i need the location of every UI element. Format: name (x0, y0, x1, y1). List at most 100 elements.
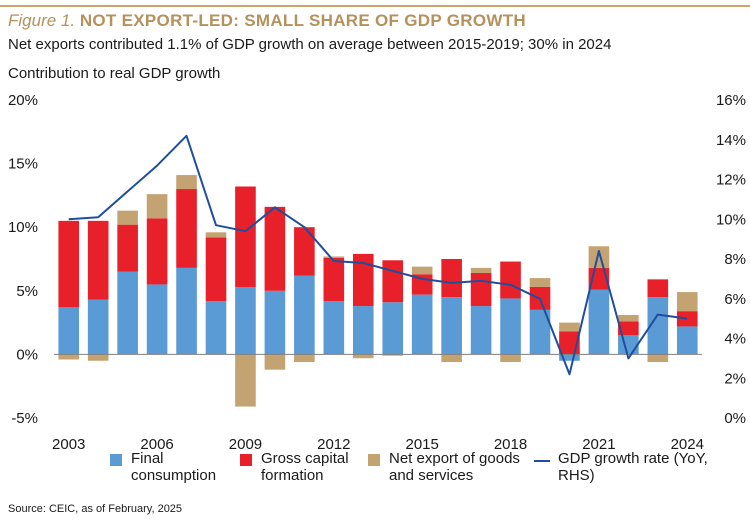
legend-item-gross-capital-formation: Gross capital formation (240, 450, 366, 484)
bar-netx-2004 (87, 354, 109, 361)
y-right-tick-label: 12% (716, 172, 746, 189)
bar-netx-2003 (58, 354, 80, 360)
bar-final-2004 (87, 299, 109, 355)
bar-final-2013 (352, 306, 374, 355)
bar-netx-2012 (323, 256, 345, 258)
bar-gcf-2014 (382, 260, 404, 303)
bar-final-2011 (294, 275, 315, 355)
y-right-tick-label: 14% (716, 132, 746, 149)
bar-final-2010 (264, 290, 286, 355)
bar-gcf-2007 (176, 189, 197, 268)
top-rule (0, 5, 750, 7)
bar-final-2009 (235, 286, 256, 355)
figure-label: Figure 1. (8, 11, 76, 30)
bar-gcf-2016 (441, 259, 462, 298)
x-tick-label-2024: 2024 (671, 436, 704, 450)
y-axis-title: Contribution to real GDP growth (8, 65, 221, 82)
y-right-tick-label: 16% (716, 92, 746, 109)
legend-item-gdp-growth-rate: GDP growth rate (YoY, RHS) (534, 450, 708, 484)
bar-netx-2006 (146, 194, 168, 219)
x-tick-label-2003: 2003 (52, 436, 85, 450)
bar-final-2019 (529, 309, 551, 355)
bar-netx-2009 (235, 354, 256, 407)
bar-netx-2014 (382, 354, 404, 356)
bar-gcf-2008 (205, 237, 227, 301)
bar-final-2021 (588, 289, 610, 355)
y-left-tick-label: -5% (11, 410, 38, 427)
y-left-tick-label: 10% (8, 219, 38, 236)
legend-item-final-consumption: Final consumption (110, 450, 231, 484)
bar-final-2024 (676, 326, 698, 355)
bar-netx-2010 (264, 354, 286, 370)
legend-label-gdp-growth-rate: GDP growth rate (YoY, RHS) (558, 450, 708, 484)
legend-label-net-export: Net export of goods and services (389, 450, 520, 484)
bar-gcf-2011 (294, 227, 315, 276)
legend-swatch-gross-capital-formation (240, 454, 252, 466)
bar-final-2022 (618, 335, 639, 355)
bar-gcf-2022 (618, 321, 639, 336)
y-right-tick-label: 4% (724, 331, 746, 348)
bar-netx-2015 (411, 266, 433, 275)
bar-final-2016 (441, 297, 462, 355)
bar-final-2003 (58, 307, 80, 355)
legend-label-gross-capital-formation: Gross capital formation (261, 450, 349, 484)
bar-netx-2007 (176, 175, 197, 190)
bar-gcf-2003 (58, 220, 80, 308)
bar-netx-2021 (588, 246, 610, 268)
gdp-growth-line (68, 134, 688, 376)
y-right-tick-label: 10% (716, 211, 746, 228)
x-tick-label-2018: 2018 (494, 436, 527, 450)
stacked-bar-chart: -5% 0% 5% 10% 15% 20% 0% 2% 4% 6% 8% 10% 12% 14% 16% 20… (8, 92, 746, 450)
bar-netx-2024 (676, 292, 698, 312)
bar-netx-2018 (500, 354, 521, 363)
bar-netx-2013 (352, 354, 374, 359)
legend-swatch-net-export (368, 454, 380, 466)
bar-netx-2016 (441, 354, 462, 363)
bar-gcf-2017 (470, 272, 492, 307)
bar-netx-2022 (618, 314, 639, 322)
bar-gcf-2010 (264, 206, 286, 291)
figure-title: Figure 1. NOT EXPORT-LED: SMALL SHARE OF… (8, 11, 526, 31)
bar-gcf-2023 (647, 279, 669, 298)
source-note: Source: CEIC, as of February, 2025 (8, 503, 183, 515)
bar-gcf-2013 (352, 253, 374, 307)
legend-swatch-gdp-growth-rate (534, 460, 550, 462)
y-right-tick-label: 0% (724, 410, 746, 427)
y-left-tick-label: 5% (16, 283, 38, 300)
bar-netx-2020 (559, 322, 580, 332)
x-tick-label-2015: 2015 (405, 436, 438, 450)
x-tick-label-2021: 2021 (582, 436, 615, 450)
bar-netx-2008 (205, 232, 227, 238)
bar-final-2017 (470, 306, 492, 355)
legend-label-final-consumption: Final consumption (131, 450, 217, 484)
y-right-tick-label: 6% (724, 291, 746, 308)
y-right-tick-label: 2% (724, 370, 746, 387)
bar-netx-2017 (470, 267, 492, 273)
bar-final-2020 (559, 354, 580, 361)
bar-netx-2005 (117, 210, 138, 225)
bar-gcf-2012 (323, 257, 345, 301)
y-right-tick-label: 8% (724, 251, 746, 268)
bar-final-2018 (500, 298, 521, 355)
bar-netx-2019 (529, 278, 551, 287)
x-tick-label-2009: 2009 (229, 436, 262, 450)
x-tick-label-2012: 2012 (317, 436, 350, 450)
chart-legend: Final consumption Gross capital formatio… (0, 450, 750, 490)
bar-final-2007 (176, 267, 197, 355)
bar-gcf-2018 (500, 261, 521, 299)
bar-final-2012 (323, 300, 345, 355)
bar-gcf-2006 (146, 218, 168, 285)
y-left-tick-label: 20% (8, 92, 38, 109)
x-tick-label-2006: 2006 (140, 436, 173, 450)
figure-heading: NOT EXPORT-LED: SMALL SHARE OF GDP GROWT… (79, 11, 526, 30)
bar-final-2015 (411, 294, 433, 355)
y-left-tick-label: 0% (16, 346, 38, 363)
bar-netx-2023 (647, 354, 669, 363)
bar-gcf-2009 (235, 186, 256, 287)
figure-subtitle: Net exports contributed 1.1% of GDP grow… (8, 36, 612, 53)
bar-netx-2011 (294, 354, 315, 363)
bar-gcf-2004 (87, 220, 109, 300)
bar-final-2008 (205, 300, 227, 355)
legend-item-net-export: Net export of goods and services (368, 450, 539, 484)
bar-gcf-2005 (117, 224, 138, 272)
